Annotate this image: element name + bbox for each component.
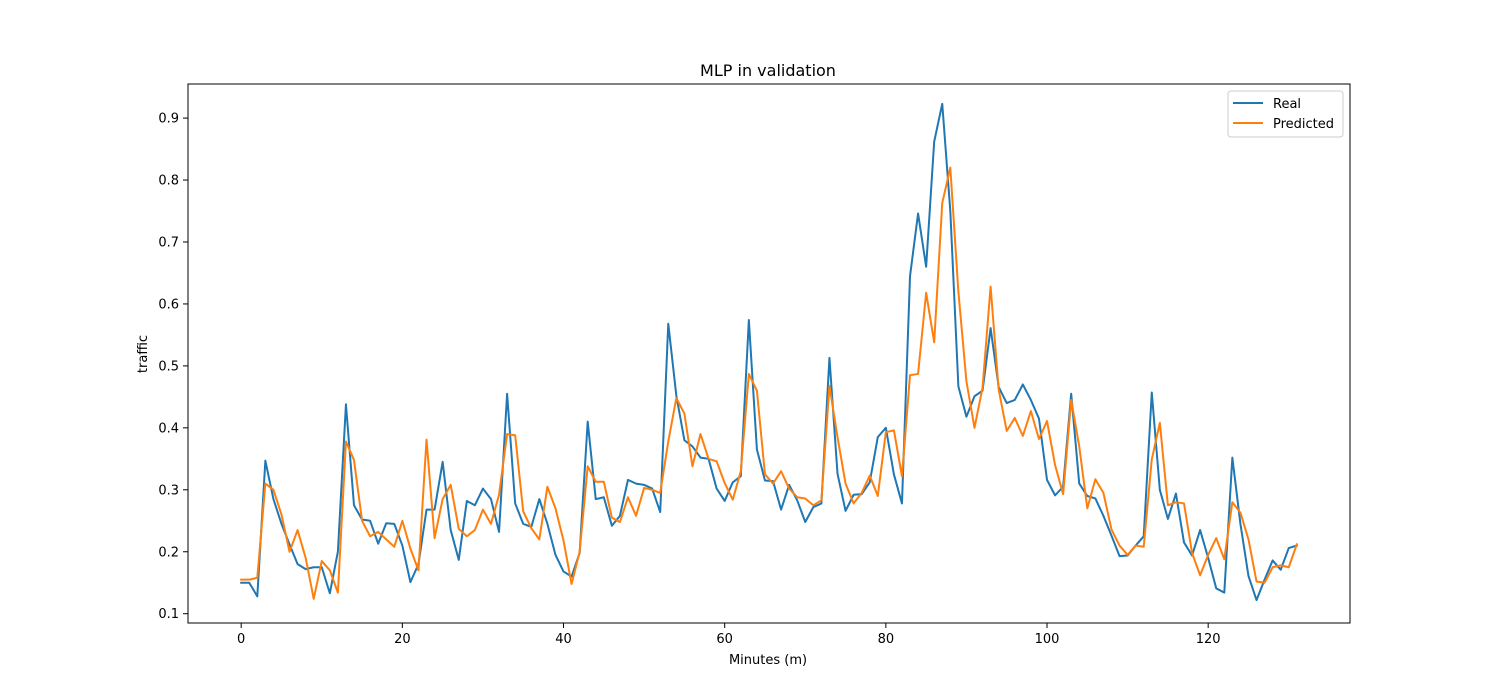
y-tick-label: 0.2 [158, 545, 179, 560]
x-tick-label: 120 [1196, 632, 1221, 647]
plot-area: 0 20 40 60 80 100 120 0.1 0.2 0.3 0.4 0.5 0.6 0.7 0.8… [158, 83, 1351, 647]
y-tick-label: 0.4 [158, 421, 179, 436]
series-lines [240, 102, 1299, 602]
x-axis-label: Minutes (m) [729, 653, 807, 668]
y-tick-label: 0.5 [158, 359, 179, 374]
legend: Real Predicted [1227, 90, 1344, 138]
x-tick-label: 60 [716, 632, 733, 647]
y-tick-label: 0.9 [158, 112, 179, 127]
axes-frame [187, 83, 1351, 624]
x-tick-label: 80 [878, 632, 895, 647]
y-tick-label: 0.1 [158, 607, 179, 622]
x-axis-ticks: 0 20 40 60 80 100 120 [237, 623, 1221, 647]
y-axis-ticks: 0.1 0.2 0.3 0.4 0.5 0.6 0.7 0.8 0.9 [158, 112, 188, 622]
x-tick-label: 20 [394, 632, 411, 647]
x-tick-label: 100 [1035, 632, 1060, 647]
y-tick-label: 0.3 [158, 483, 179, 498]
x-tick-label: 0 [237, 632, 245, 647]
y-tick-label: 0.8 [158, 174, 179, 189]
series-line-predicted [240, 166, 1299, 600]
y-tick-label: 0.6 [158, 297, 179, 312]
legend-label-real: Real [1273, 97, 1301, 112]
y-tick-label: 0.7 [158, 235, 179, 250]
chart-title: MLP in validation [700, 61, 836, 80]
x-tick-label: 40 [555, 632, 572, 647]
legend-label-predicted: Predicted [1273, 117, 1334, 132]
y-axis-label: traffic [136, 335, 151, 373]
